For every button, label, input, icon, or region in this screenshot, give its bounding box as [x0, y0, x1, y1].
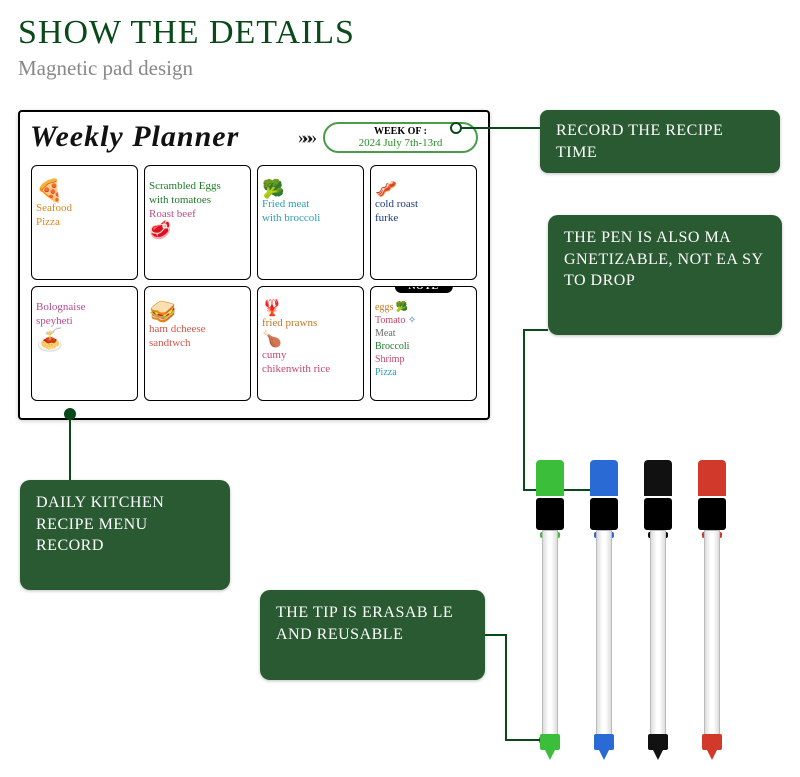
chevrons-icon: »»» — [298, 127, 313, 148]
callout-pen-magnet: THE PEN IS ALSO MA GNETIZABLE, NOT EA SY… — [548, 215, 782, 335]
callout-text: THE TIP IS ERASAB LE AND REUSABLE — [276, 604, 453, 643]
day-text: SeafoodPizza — [36, 202, 133, 230]
pen-green — [530, 460, 570, 760]
bacon-icon: 🥓 — [375, 180, 472, 198]
day-monday: MONDAY Scrambled Eggswith tomatoes Roast… — [144, 165, 251, 280]
pen-eraser — [644, 460, 672, 496]
pen-barrel — [542, 530, 558, 738]
day-friday: FRIDAY 🥪 ham dcheesesandtwch — [144, 286, 251, 401]
pen-blue — [584, 460, 624, 760]
day-text-2: cumychikenwith rice — [262, 349, 359, 377]
week-of-label: WEEK OF : — [335, 126, 466, 137]
day-label: SUNDAY — [57, 165, 113, 169]
callout-text: RECORD THE RECIPE TIME — [556, 122, 723, 161]
pen-magnet-part — [644, 498, 672, 530]
note-items: eggs 🥦 Tomato ✧ Meat Broccoli Shrimp Piz… — [375, 301, 472, 379]
page-subtitle: Magnetic pad design — [18, 56, 782, 81]
day-text: Fried meatwith broccoli — [262, 198, 359, 226]
planner-title: Weekly Planner — [30, 120, 298, 154]
pen-barrel — [704, 530, 720, 738]
day-label: FRIDAY — [171, 286, 224, 290]
pen-tip-icon — [544, 748, 556, 760]
day-text: fried prawns — [262, 317, 359, 331]
lobster-icon: 🦞 — [262, 301, 282, 317]
broccoli-icon: 🥦 — [262, 180, 359, 198]
callout-text: THE PEN IS ALSO MA GNETIZABLE, NOT EA SY… — [564, 229, 763, 289]
day-text: Bolognaisespeyheti — [36, 301, 133, 329]
pen-magnet-part — [590, 498, 618, 530]
week-of-box: WEEK OF : 2024 July 7th-13rd — [323, 122, 478, 153]
pen-tip-icon — [652, 748, 664, 760]
note-cell: NOTE eggs 🥦 Tomato ✧ Meat Broccoli Shrim… — [370, 286, 477, 401]
pen-barrel — [650, 530, 666, 738]
callout-text: DAILY KITCHEN RECIPE MENU RECORD — [36, 494, 164, 554]
pen-eraser — [536, 460, 564, 496]
day-label: MONDAY — [167, 165, 227, 169]
beef-icon: 🥩 — [149, 221, 246, 239]
day-text: Scrambled Eggswith tomatoes — [149, 180, 246, 208]
day-thursday: THURSDAY Bolognaisespeyheti 🍝 — [31, 286, 138, 401]
marker-pens — [530, 450, 780, 760]
week-of-value: 2024 July 7th-13rd — [359, 137, 443, 149]
pen-magnet-part — [698, 498, 726, 530]
page-title: SHOW THE DETAILS — [18, 14, 782, 52]
day-label: SATURDAY — [276, 286, 346, 290]
pen-tip-icon — [598, 748, 610, 760]
pizza-icon: 🍕 — [36, 180, 133, 202]
spaghetti-icon: 🍝 — [36, 329, 133, 351]
planner-header: Weekly Planner »»» WEEK OF : 2024 July 7… — [20, 112, 488, 158]
weekly-planner-board: Weekly Planner »»» WEEK OF : 2024 July 7… — [18, 110, 490, 420]
day-text: ham dcheesesandtwch — [149, 323, 246, 351]
day-label: WEDNESDAY — [383, 165, 464, 169]
day-sunday: SUNDAY 🍕 SeafoodPizza — [31, 165, 138, 280]
callout-tip-erase: THE TIP IS ERASAB LE AND REUSABLE — [260, 590, 485, 680]
note-label: NOTE — [394, 286, 452, 293]
day-label: THURSDAY — [49, 286, 120, 290]
header: SHOW THE DETAILS Magnetic pad design — [0, 0, 800, 81]
pen-eraser — [698, 460, 726, 496]
day-label: TUESDAY — [279, 165, 341, 169]
pen-magnet-part — [536, 498, 564, 530]
day-wednesday: WEDNESDAY 🥓 cold roastfurke — [370, 165, 477, 280]
pen-tip-icon — [706, 748, 718, 760]
pen-barrel — [596, 530, 612, 738]
sandwich-icon: 🥪 — [149, 301, 246, 323]
pen-red — [692, 460, 732, 760]
callout-daily-menu: DAILY KITCHEN RECIPE MENU RECORD — [20, 480, 230, 590]
pen-eraser — [590, 460, 618, 496]
pen-black — [638, 460, 678, 760]
day-text: cold roastfurke — [375, 198, 472, 226]
day-saturday: SATURDAY 🦞 fried prawns 🍗 cumychikenwith… — [257, 286, 364, 401]
planner-grid: SUNDAY 🍕 SeafoodPizza MONDAY Scrambled E… — [20, 158, 488, 412]
chicken-icon: 🍗 — [262, 331, 282, 348]
callout-recipe-time: RECORD THE RECIPE TIME — [540, 110, 780, 173]
day-tuesday: TUESDAY 🥦 Fried meatwith broccoli — [257, 165, 364, 280]
